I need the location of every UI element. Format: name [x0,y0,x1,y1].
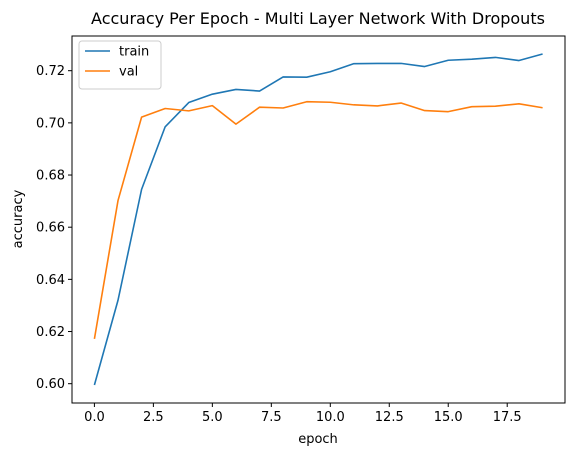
y-tick-label: 0.62 [36,325,65,340]
x-tick-label: 5.0 [202,410,223,425]
legend-label-val: val [119,65,138,80]
legend: train val [78,40,162,90]
y-tick-label: 0.64 [36,273,65,288]
x-tick-label: 17.5 [493,410,522,425]
y-tick-label: 0.68 [36,169,65,184]
x-tick-label: 10.0 [316,410,345,425]
y-tick-label: 0.72 [36,64,65,79]
y-tick-label: 0.70 [36,116,65,131]
chart-title: Accuracy Per Epoch - Multi Layer Network… [91,9,545,28]
series-line-train [93,53,543,386]
legend-label-train: train [119,45,149,60]
plot-area-frame [71,35,566,404]
x-tick-label: 15.0 [434,410,463,425]
y-tick-label: 0.60 [36,377,65,392]
series-line-val [93,100,543,339]
y-tick-label: 0.66 [36,221,65,236]
x-tick-label: 2.5 [143,410,164,425]
x-tick-label: 12.5 [375,410,404,425]
legend-box [78,40,162,90]
x-axis-label: epoch [298,432,338,447]
y-axis-label: accuracy [11,189,26,248]
x-tick-label: 0.0 [84,410,105,425]
x-tick-label: 7.5 [261,410,282,425]
